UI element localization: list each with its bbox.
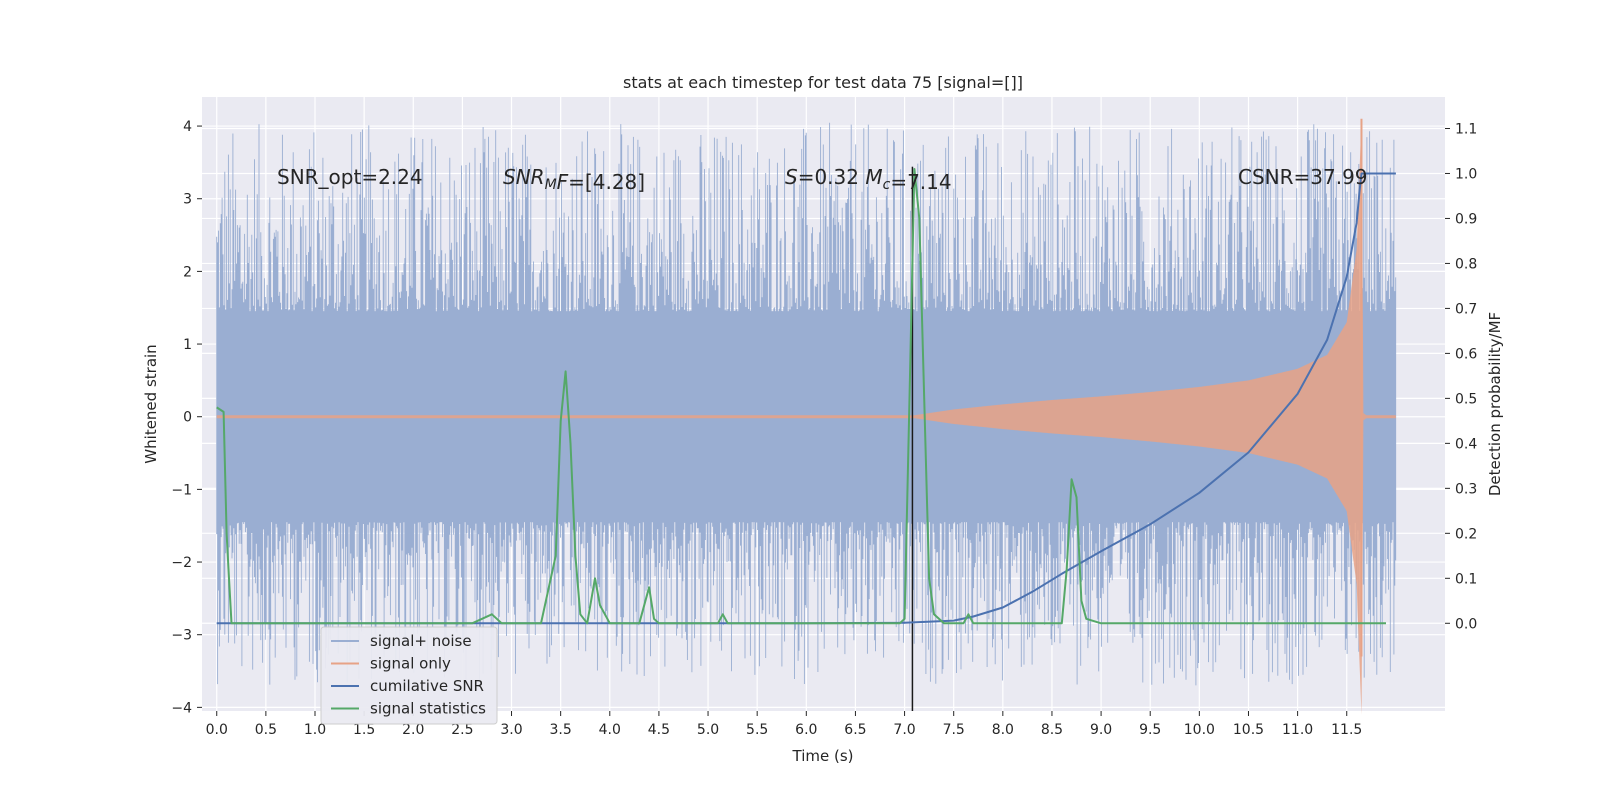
x-tick-label: 8.0 [992,722,1014,738]
x-tick-label: 9.0 [1090,722,1112,738]
x-tick-label: 7.0 [893,722,915,738]
x-tick-label: 9.5 [1139,722,1161,738]
y-axis-label: Whitened strain [142,344,160,463]
x-tick-label: 10.0 [1184,722,1215,738]
y2-tick-label: 1.1 [1455,121,1477,137]
axes-layer: 0.0 0.5 1.0 1.5 2.0 2.5 3.0 3.5 4.0 4.5 5.0 5.5 6.0 6… [171,119,1477,738]
annotation-snr-mf: SNRMF=[4.28] [503,165,645,194]
x-tick-label: 5.0 [697,722,719,738]
y-tick-label: 0 [183,410,192,426]
legend-label-signal-statistics: signal statistics [370,700,486,718]
x-tick-label: 2.5 [451,722,473,738]
y-tick-label: −4 [171,700,192,716]
x-tick-label: 4.5 [648,722,670,738]
annotation-snr-opt: SNR_opt=2.24 [277,165,423,189]
annotation-csnr: CSNR=37.99 [1238,165,1368,189]
signal-only-series [216,118,1396,715]
y2-tick-label: 0.2 [1455,526,1477,542]
x-tick-label: 11.5 [1331,722,1362,738]
x-tick-label: 3.5 [550,722,572,738]
y-tick-label: −1 [171,482,192,498]
x-tick-label: 6.5 [844,722,866,738]
y-tick-label: −3 [171,628,192,644]
legend-label-cumilative-snr: cumilative SNR [370,677,484,695]
x-tick-label: 11.0 [1282,722,1313,738]
x-tick-label: 1.5 [353,722,375,738]
annotation-s-mc: S=0.32 Mc=7.14 [785,165,952,194]
annotations-layer: SNR_opt=2.24 SNRMF=[4.28] S=0.32 Mc=7.14 CS… [277,165,1368,194]
x-tick-label: 1.0 [304,722,326,738]
y2-tick-label: 0.5 [1455,391,1477,407]
legend-label-signal-only: signal only [370,655,451,673]
x-tick-label: 6.0 [795,722,817,738]
x-axis-label: Time (s) [792,747,854,765]
cumilative-snr-series [216,172,1396,625]
x-tick-label: 4.0 [599,722,621,738]
signal-statistics-series [216,168,1386,625]
x-tick-label: 5.5 [746,722,768,738]
signal-only-layer [216,118,1396,715]
chart-title: stats at each timestep for test data 75 … [623,73,1023,92]
y2-tick-label: 1.0 [1455,166,1477,182]
y-tick-label: 1 [183,337,192,353]
y-tick-label: 3 [183,192,192,208]
y-tick-label: −2 [171,555,192,571]
x-tick-label: 2.0 [402,722,424,738]
x-tick-label: 8.5 [1041,722,1063,738]
x-tick-label: 0.5 [255,722,277,738]
x-tick-label: 10.5 [1233,722,1264,738]
x-tick-label: 7.5 [943,722,965,738]
y-tick-label: 4 [183,119,192,135]
y2-tick-label: 0.6 [1455,346,1477,362]
x-tick-label: 3.0 [500,722,522,738]
y2-tick-label: 0.0 [1455,616,1477,632]
y2-tick-label: 0.3 [1455,481,1477,497]
y2-tick-label: 0.8 [1455,256,1477,272]
y2-tick-label: 0.4 [1455,436,1477,452]
legend: signal+ noise signal only cumilative SNR si… [320,626,498,725]
line-series-layer [216,168,1396,625]
y2-tick-label: 0.7 [1455,301,1477,317]
y-tick-label: 2 [183,264,192,280]
x-tick-label: 0.0 [206,722,228,738]
legend-box [320,626,498,725]
y2-tick-label: 0.9 [1455,211,1477,227]
y2-tick-label: 0.1 [1455,571,1477,587]
legend-label-signal-noise: signal+ noise [370,632,472,650]
y2-axis-label: Detection probability/MF [1486,312,1504,496]
